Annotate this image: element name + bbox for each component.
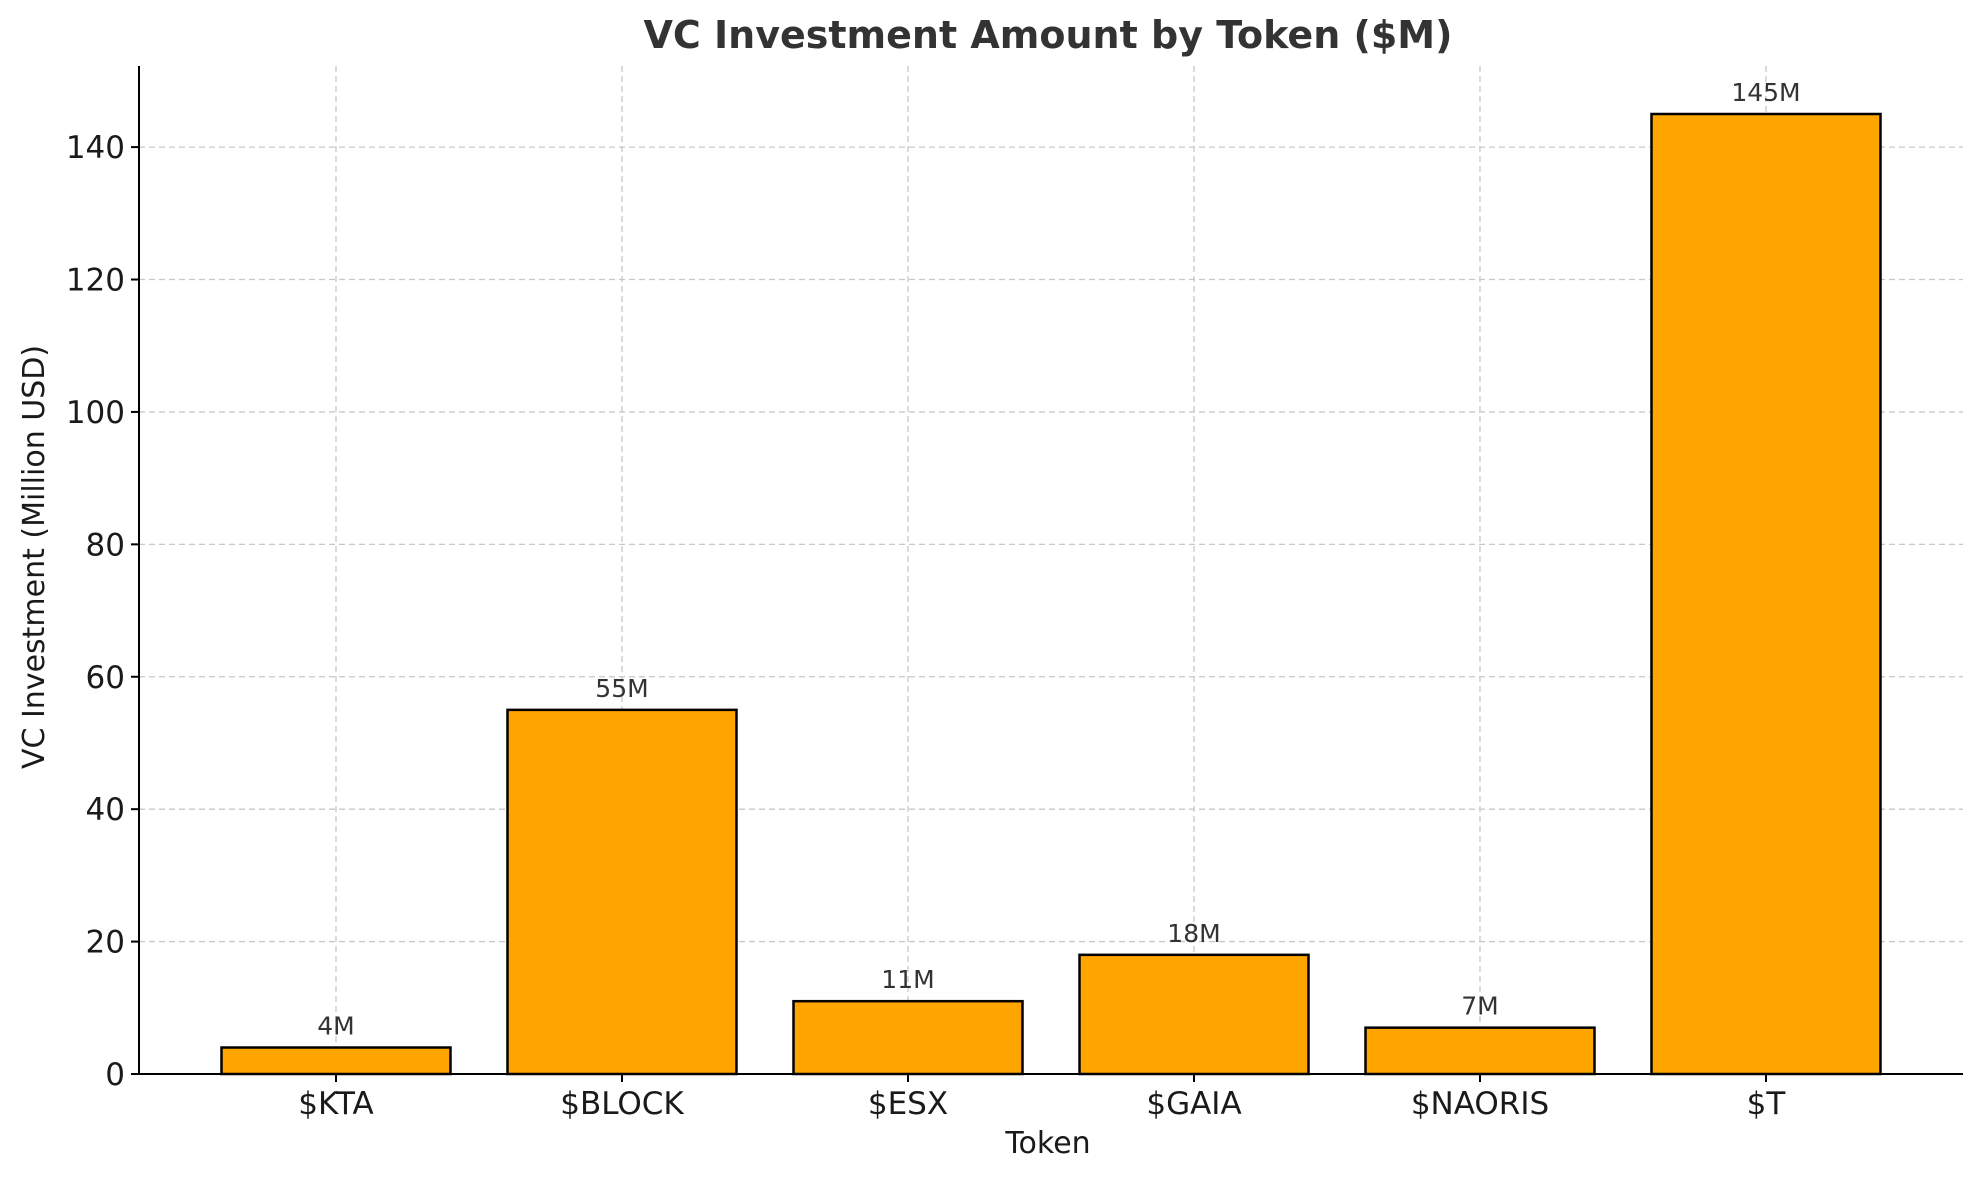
y-tick-label-40: 40	[86, 792, 125, 828]
y-tick-label-140: 140	[66, 130, 125, 166]
y-tick-label-60: 60	[86, 660, 125, 696]
y-tick-label-100: 100	[66, 395, 125, 431]
y-axis-label: VC Investment (Million USD)	[17, 345, 52, 769]
bar-4	[1364, 1026, 1596, 1076]
y-tick-label-20: 20	[86, 925, 125, 961]
tick-labels: 0 20 40 60 80 100 120 140 $KTA $BLOCK $ESX $GAIA $NA…	[66, 130, 1787, 1122]
data-labels: 4M 55M 11M 18M 7M 145M	[317, 78, 1800, 1041]
data-label-3: 18M	[1167, 919, 1220, 948]
data-label-0: 4M	[317, 1012, 354, 1041]
x-tick-label-1: $BLOCK	[560, 1086, 684, 1122]
data-label-4: 7M	[1461, 992, 1498, 1021]
x-axis-label: Token	[1004, 1126, 1090, 1161]
bar-2	[792, 999, 1024, 1076]
bar-1	[506, 708, 738, 1076]
data-label-5: 145M	[1731, 78, 1800, 107]
y-tick-label-80: 80	[86, 527, 125, 563]
x-tick-label-4: $NAORIS	[1411, 1086, 1549, 1122]
data-label-2: 11M	[881, 965, 934, 994]
y-tick-label-120: 120	[66, 263, 125, 299]
grid	[139, 66, 1963, 1075]
x-tick-label-3: $GAIA	[1146, 1086, 1241, 1122]
bar-0	[220, 1046, 452, 1076]
chart-title: VC Investment Amount by Token ($M)	[644, 13, 1453, 57]
x-tick-label-0: $KTA	[298, 1086, 373, 1122]
y-tick-label-0: 0	[105, 1057, 125, 1093]
data-label-1: 55M	[595, 674, 648, 703]
bar-5	[1650, 112, 1882, 1076]
bar-3	[1078, 953, 1310, 1076]
axes	[131, 66, 1963, 1082]
x-tick-label-2: $ESX	[868, 1086, 948, 1122]
x-tick-label-5: $T	[1747, 1086, 1787, 1122]
bars	[220, 112, 1882, 1076]
